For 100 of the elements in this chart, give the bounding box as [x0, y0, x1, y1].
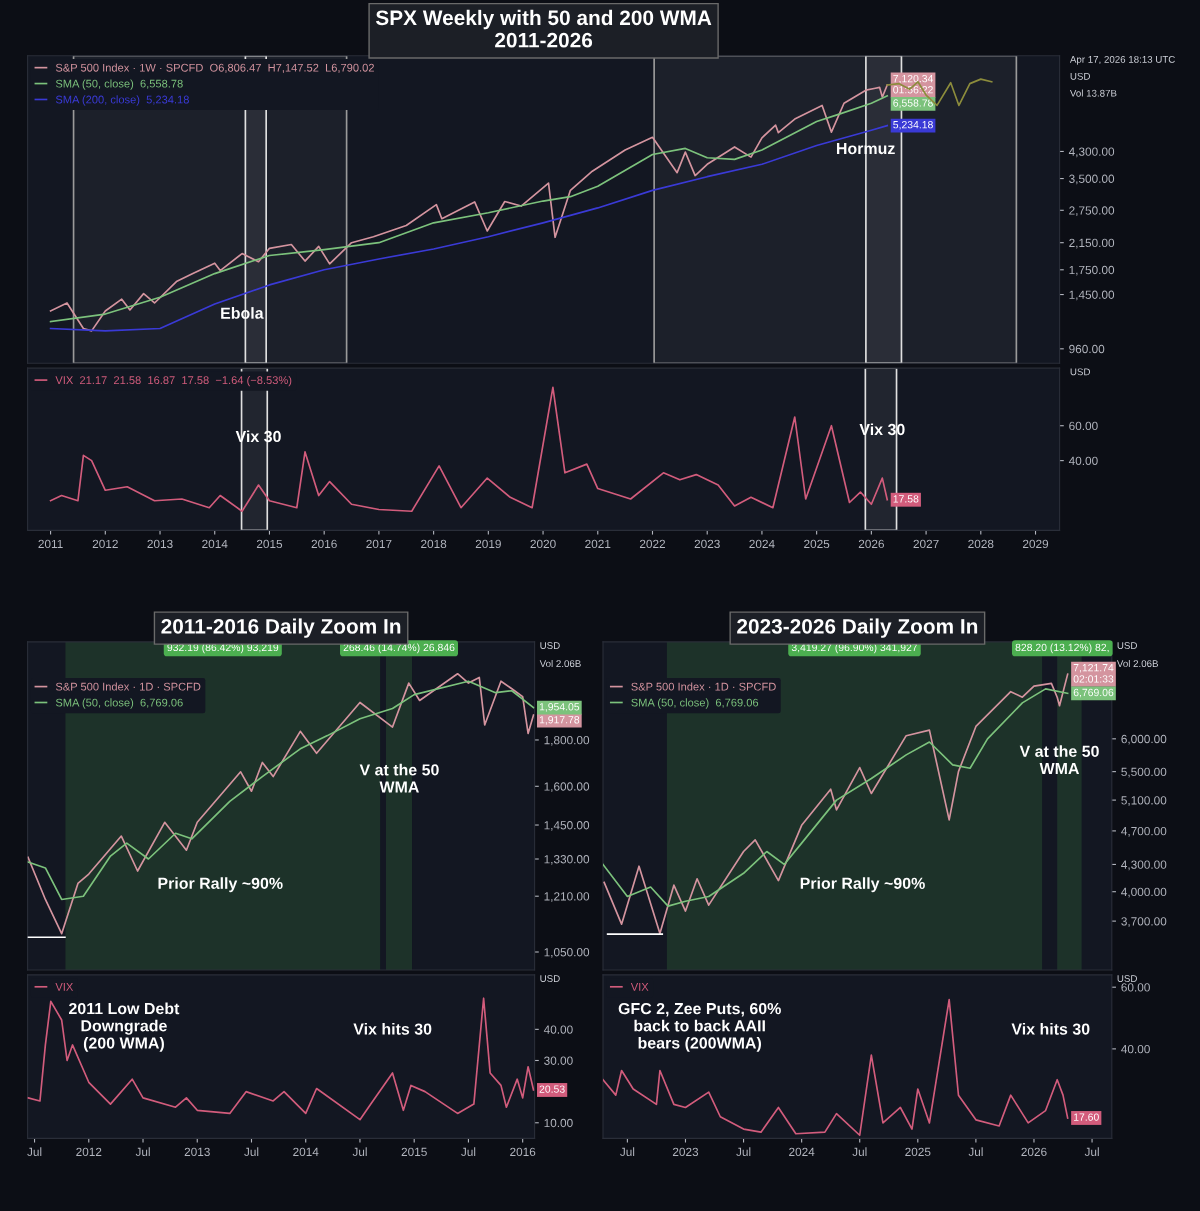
- y-tick-label: 40.00: [543, 1025, 573, 1034]
- x-tick-label: Jul: [968, 1147, 983, 1157]
- data-label: 20.53: [539, 1085, 565, 1093]
- band-label: 268.46 (14.74%) 26,846: [343, 643, 455, 654]
- legend-label: S&P 500 Index · 1D · SPCFD: [55, 682, 201, 691]
- y-tick-label: 60.00: [1069, 421, 1098, 431]
- legend-label: VIX: [630, 983, 649, 991]
- y-tick-label: 4,300.00: [1121, 860, 1167, 871]
- y-tick-label: 2,150.00: [1069, 238, 1115, 249]
- x-tick-label: 2013: [184, 1147, 210, 1157]
- y-tick-label: 4,000.00: [1121, 887, 1167, 898]
- band-label: 3,419.27 (96.90%) 341,927: [791, 643, 918, 654]
- x-tick-label: 2011: [38, 539, 63, 549]
- x-tick-label: Jul: [620, 1147, 635, 1157]
- x-tick-label: 2019: [475, 539, 501, 549]
- y-tick-label: 1,450.00: [1069, 290, 1115, 301]
- x-tick-label: 2016: [311, 539, 337, 549]
- text: USD: [1117, 642, 1137, 649]
- x-tick-label: 2012: [92, 539, 118, 549]
- x-tick-label: 2017: [366, 539, 392, 549]
- x-tick-label: Jul: [1084, 1147, 1099, 1157]
- data-label: 6,558.78: [893, 99, 933, 108]
- line-series: [27, 997, 535, 1121]
- y-tick-label: 5,100.00: [1121, 796, 1167, 806]
- x-tick-label: 2022: [639, 539, 666, 549]
- legend-label: S&P 500 Index · 1W · SPCFD O6,806.47 H7,147.52 L6,790.02: [55, 63, 374, 73]
- x-tick-label: 2020: [530, 539, 556, 549]
- x-tick-label: 2014: [202, 539, 228, 549]
- y-tick-label: 5,500.00: [1121, 767, 1167, 778]
- text: USD: [1070, 72, 1090, 80]
- x-tick-label: 2014: [293, 1147, 319, 1157]
- line-series: [27, 680, 535, 901]
- x-tick-label: 2018: [421, 539, 447, 549]
- x-tick-label: 2028: [968, 539, 994, 549]
- y-tick-label: 4,300.00: [1068, 147, 1115, 158]
- x-tick-label: 2012: [76, 1147, 102, 1157]
- x-tick-label: 2024: [749, 539, 775, 549]
- legend-label: SMA (50, close) 6,558.78: [55, 79, 183, 90]
- x-tick-label: 2025: [804, 539, 830, 549]
- y-tick-label: 60.00: [1121, 983, 1150, 992]
- text: Vol 13.87B: [1069, 89, 1117, 97]
- text: USD: [540, 975, 560, 982]
- x-tick-label: 2015: [256, 539, 283, 549]
- x-tick-label: Jul: [736, 1147, 751, 1157]
- x-tick-label: Jul: [27, 1147, 42, 1157]
- x-tick-label: 2026: [1021, 1147, 1047, 1157]
- annotation: Prior Rally ~90%: [800, 877, 925, 893]
- legend-label: SMA (200, close) 5,234.18: [55, 95, 189, 106]
- data-label: 17.60: [1074, 1113, 1099, 1121]
- x-tick-label: Jul: [244, 1147, 259, 1157]
- x-tick-label: 2029: [1022, 539, 1049, 549]
- line-series: [603, 998, 1069, 1137]
- legend-label: VIX 21.17 21.58 16.87 17.58 −1.64 (−8.53%): [55, 375, 292, 387]
- x-tick-label: 2021: [585, 539, 611, 549]
- line-series: [27, 672, 535, 935]
- y-tick-label: 1,600.00: [544, 782, 590, 793]
- x-tick-label: 2013: [147, 539, 173, 549]
- y-tick-label: 2,750.00: [1069, 206, 1115, 217]
- y-tick-label: 40.00: [1121, 1044, 1150, 1054]
- legend-label: S&P 500 Index · 1D · SPCFD: [631, 682, 776, 691]
- chart-title: 2011-2016 Daily Zoom In: [161, 618, 401, 638]
- y-tick-label: 1,210.00: [544, 892, 590, 902]
- y-tick-label: 1,800.00: [544, 736, 590, 746]
- text: USD: [540, 642, 560, 649]
- text: USD: [1117, 975, 1137, 982]
- y-tick-label: 4,700.00: [1121, 826, 1167, 837]
- x-tick-label: 2016: [510, 1147, 536, 1157]
- text: USD: [1070, 368, 1090, 376]
- data-label: 17.58: [893, 495, 919, 503]
- y-tick-label: 6,000.00: [1121, 734, 1167, 745]
- x-tick-label: Jul: [352, 1147, 367, 1157]
- data-label: 5,234.18: [893, 121, 933, 130]
- annotation: Vix hits 30: [1011, 1023, 1090, 1035]
- x-tick-label: 2015: [401, 1147, 427, 1157]
- x-tick-label: Jul: [461, 1147, 476, 1157]
- annotation: Vix hits 30: [353, 1023, 432, 1035]
- y-tick-label: 3,500.00: [1069, 174, 1115, 185]
- y-tick-label: 1,330.00: [544, 855, 590, 865]
- band-label: 828.20 (13.12%) 82,: [1015, 643, 1109, 654]
- text: Apr 17, 2026 18:13 UTC: [1069, 55, 1175, 65]
- x-tick-label: 2024: [789, 1147, 815, 1157]
- annotation: 2011 Low Debt Downgrade (200 WMA): [69, 1002, 180, 1052]
- data-label: 1,954.05: [539, 703, 580, 712]
- data-label: 7,121.74 02:01:33: [1073, 664, 1114, 683]
- y-tick-label: 30.00: [544, 1056, 573, 1065]
- x-tick-label: Jul: [135, 1147, 150, 1157]
- chart-title: SPX Weekly with 50 and 200 WMA 2011-2026: [375, 9, 712, 48]
- band-label: 932.19 (86.42%) 93,219: [167, 643, 279, 654]
- annotation: V at the 50 WMA: [359, 763, 439, 793]
- data-label: 6,769.06: [1073, 688, 1114, 698]
- y-tick-label: 40.00: [1068, 456, 1098, 466]
- legend-label: SMA (50, close) 6,769.06: [631, 698, 759, 709]
- text: Vol 2.06B: [1116, 659, 1158, 668]
- annotation: V at the 50 WMA: [1019, 745, 1099, 775]
- y-tick-label: 1,450.00: [544, 821, 590, 831]
- annotation: GFC 2, Zee Puts, 60% back to back AAII bears (200WMA): [618, 1002, 781, 1052]
- line-series: [49, 386, 889, 513]
- legend-label: SMA (50, close) 6,769.06: [55, 698, 183, 709]
- legend-label: VIX: [55, 983, 74, 991]
- x-tick-label: Jul: [852, 1147, 867, 1157]
